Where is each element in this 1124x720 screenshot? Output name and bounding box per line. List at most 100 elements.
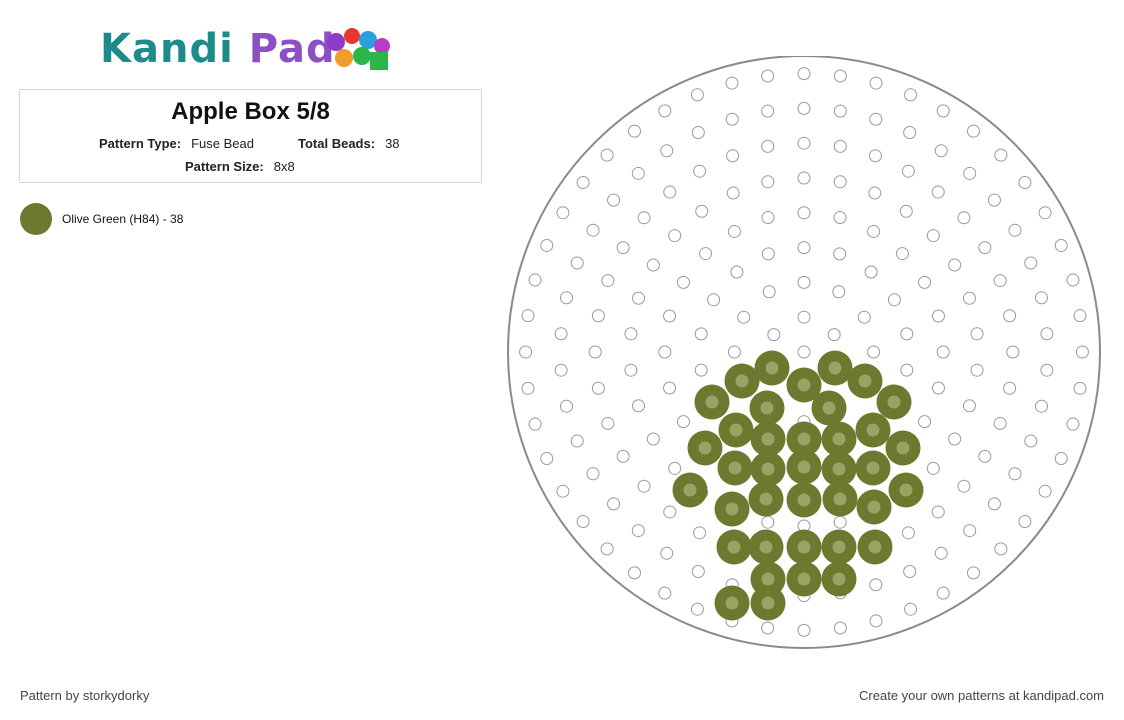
empty-peg[interactable] xyxy=(691,126,705,140)
empty-peg[interactable] xyxy=(632,291,646,305)
olive-bead[interactable] xyxy=(786,529,822,565)
kandipad-link[interactable]: Create your own patterns at kandipad.com xyxy=(859,688,1104,703)
empty-peg[interactable] xyxy=(730,265,744,279)
empty-peg[interactable] xyxy=(658,104,672,118)
empty-peg[interactable] xyxy=(966,124,980,138)
empty-peg[interactable] xyxy=(797,310,811,324)
empty-peg[interactable] xyxy=(797,101,811,115)
empty-peg[interactable] xyxy=(560,291,574,305)
empty-peg[interactable] xyxy=(797,67,811,81)
empty-peg[interactable] xyxy=(1040,327,1054,341)
empty-peg[interactable] xyxy=(957,211,971,225)
empty-peg[interactable] xyxy=(528,417,542,431)
olive-bead[interactable] xyxy=(821,421,857,457)
empty-peg[interactable] xyxy=(948,258,962,272)
empty-peg[interactable] xyxy=(624,363,638,377)
empty-peg[interactable] xyxy=(993,416,1007,430)
empty-peg[interactable] xyxy=(1038,484,1052,498)
olive-bead[interactable] xyxy=(786,561,822,597)
empty-peg[interactable] xyxy=(668,229,682,243)
empty-peg[interactable] xyxy=(570,256,584,270)
empty-peg[interactable] xyxy=(926,461,940,475)
empty-peg[interactable] xyxy=(833,69,847,83)
empty-peg[interactable] xyxy=(554,363,568,377)
empty-peg[interactable] xyxy=(588,345,602,359)
empty-peg[interactable] xyxy=(936,586,950,600)
empty-peg[interactable] xyxy=(869,614,883,628)
empty-peg[interactable] xyxy=(1008,467,1022,481)
empty-peg[interactable] xyxy=(1038,206,1052,220)
empty-peg[interactable] xyxy=(607,497,621,511)
empty-peg[interactable] xyxy=(1034,399,1048,413)
olive-bead[interactable] xyxy=(876,384,912,420)
empty-peg[interactable] xyxy=(616,449,630,463)
empty-peg[interactable] xyxy=(918,415,932,429)
empty-peg[interactable] xyxy=(797,345,811,359)
empty-peg[interactable] xyxy=(993,274,1007,288)
olive-bead[interactable] xyxy=(885,430,921,466)
empty-peg[interactable] xyxy=(963,166,977,180)
empty-peg[interactable] xyxy=(832,285,846,299)
empty-peg[interactable] xyxy=(1008,223,1022,237)
empty-peg[interactable] xyxy=(1003,381,1017,395)
olive-bead[interactable] xyxy=(786,449,822,485)
empty-peg[interactable] xyxy=(833,211,847,225)
olive-bead[interactable] xyxy=(687,430,723,466)
empty-peg[interactable] xyxy=(867,224,881,238)
empty-peg[interactable] xyxy=(767,328,781,342)
olive-bead[interactable] xyxy=(855,412,891,448)
empty-peg[interactable] xyxy=(934,546,948,560)
empty-peg[interactable] xyxy=(663,381,677,395)
olive-bead[interactable] xyxy=(750,561,786,597)
empty-peg[interactable] xyxy=(761,104,775,118)
empty-peg[interactable] xyxy=(901,526,915,540)
olive-bead[interactable] xyxy=(856,489,892,525)
empty-peg[interactable] xyxy=(903,564,917,578)
empty-peg[interactable] xyxy=(694,363,708,377)
olive-bead[interactable] xyxy=(786,367,822,403)
empty-peg[interactable] xyxy=(895,247,909,261)
olive-bead[interactable] xyxy=(888,472,924,508)
empty-peg[interactable] xyxy=(901,164,915,178)
olive-bead[interactable] xyxy=(714,585,750,621)
empty-peg[interactable] xyxy=(827,328,841,342)
empty-peg[interactable] xyxy=(797,136,811,150)
empty-peg[interactable] xyxy=(576,176,590,190)
olive-bead[interactable] xyxy=(847,363,883,399)
empty-peg[interactable] xyxy=(601,274,615,288)
empty-peg[interactable] xyxy=(978,241,992,255)
empty-peg[interactable] xyxy=(833,247,847,261)
empty-peg[interactable] xyxy=(797,241,811,255)
olive-bead[interactable] xyxy=(750,585,786,621)
empty-peg[interactable] xyxy=(699,247,713,261)
empty-peg[interactable] xyxy=(576,514,590,528)
empty-peg[interactable] xyxy=(586,223,600,237)
empty-peg[interactable] xyxy=(726,149,740,163)
empty-peg[interactable] xyxy=(761,139,775,153)
empty-peg[interactable] xyxy=(904,88,918,102)
empty-peg[interactable] xyxy=(726,186,740,200)
empty-peg[interactable] xyxy=(833,139,847,153)
empty-peg[interactable] xyxy=(628,124,642,138)
empty-peg[interactable] xyxy=(966,566,980,580)
empty-peg[interactable] xyxy=(864,265,878,279)
empty-peg[interactable] xyxy=(637,211,651,225)
empty-peg[interactable] xyxy=(691,564,705,578)
empty-peg[interactable] xyxy=(931,505,945,519)
empty-peg[interactable] xyxy=(725,76,739,90)
empty-peg[interactable] xyxy=(624,327,638,341)
empty-peg[interactable] xyxy=(970,327,984,341)
empty-peg[interactable] xyxy=(600,148,614,162)
empty-peg[interactable] xyxy=(962,291,976,305)
olive-bead[interactable] xyxy=(717,450,753,486)
empty-peg[interactable] xyxy=(658,586,672,600)
empty-peg[interactable] xyxy=(631,524,645,538)
olive-bead[interactable] xyxy=(749,390,785,426)
empty-peg[interactable] xyxy=(869,112,883,126)
empty-peg[interactable] xyxy=(761,211,775,225)
empty-peg[interactable] xyxy=(600,542,614,556)
empty-peg[interactable] xyxy=(761,69,775,83)
empty-peg[interactable] xyxy=(833,621,847,635)
empty-peg[interactable] xyxy=(725,112,739,126)
olive-bead[interactable] xyxy=(694,384,730,420)
